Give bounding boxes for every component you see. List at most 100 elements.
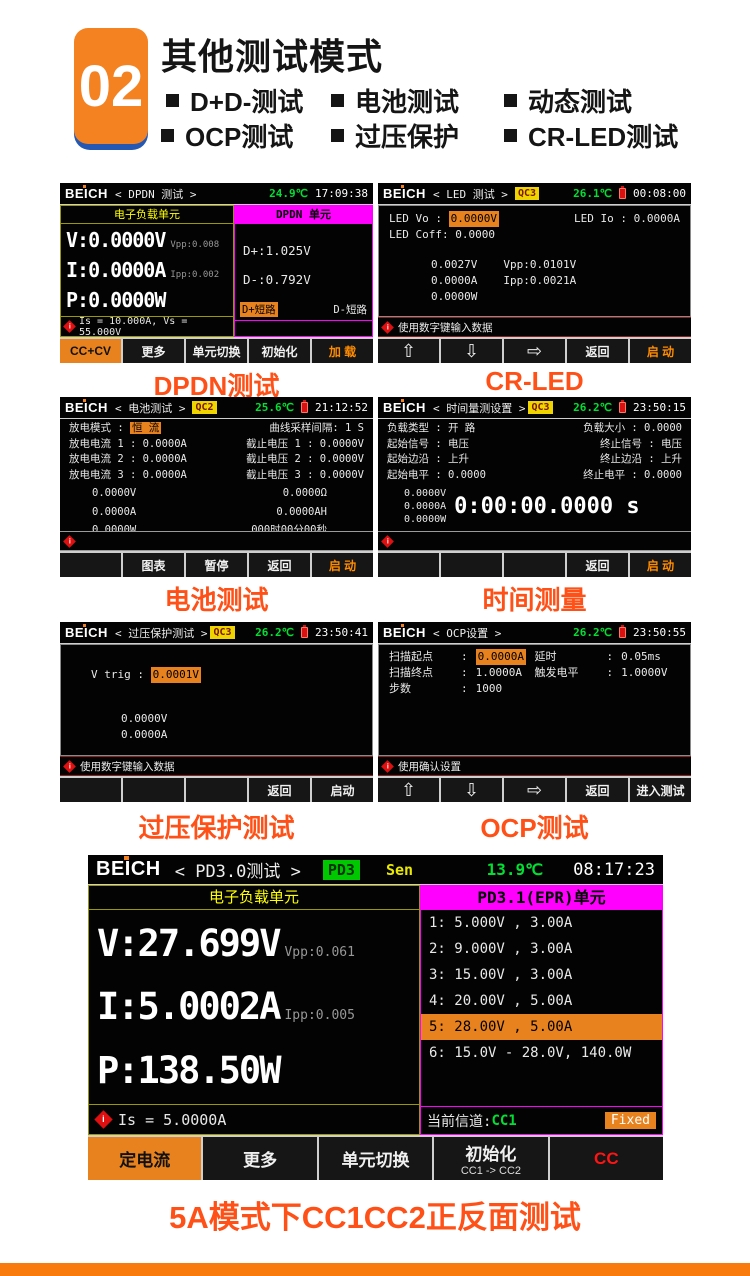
logo-dot-icon <box>401 399 404 402</box>
discharge-mode-value[interactable]: 恒 流 <box>129 422 162 434</box>
beich-logo: BEICH <box>65 624 108 640</box>
beich-logo: BEICH <box>96 856 161 881</box>
softkey-enter-test[interactable]: 进入测试 <box>630 778 691 802</box>
softkey-more[interactable]: 更多 <box>203 1137 317 1180</box>
dpdn-unit-panel-title: DPDN 单元 <box>235 206 372 224</box>
discharge-current-2: 放电电流 2 : 0.0000A <box>69 453 187 465</box>
bullet-label: 动态测试 <box>528 87 633 117</box>
sweep-start-label: 扫描起点 <box>389 650 433 663</box>
led-coff-readout: LED Coff: 0.0000 <box>389 228 495 241</box>
softkey-back[interactable]: 返回 <box>567 553 628 577</box>
timer-mini-readouts: 0.0000V 0.0000A 0.0000W <box>404 487 446 526</box>
alert-diamond-icon: i <box>381 534 394 548</box>
dpdn-header-bar: BEICH < DPDN 测试 > 24.9℃ 17:09:38 <box>60 183 373 205</box>
softkey-start[interactable]: 启 动 <box>312 553 373 577</box>
cutoff-voltage-2: 截止电压 2 : 0.0000V <box>246 453 364 465</box>
led-current: 0.0000A <box>431 274 478 287</box>
elapsed-time-readout: 0:00:00.0000 s <box>454 494 640 519</box>
meas-resistance: 0.0000Ω <box>282 487 327 499</box>
dminus-short-flag[interactable]: D-短路 <box>333 304 367 316</box>
beich-logo-text: BEICH <box>383 625 426 640</box>
softkey-init[interactable]: 初始化 <box>249 339 310 363</box>
softkey-load-on[interactable]: 加 载 <box>312 339 373 363</box>
dpdn-empty-strip <box>235 320 372 336</box>
load-status-text: Is = 10.000A, Vs = 55.000V <box>79 315 188 338</box>
softkey-blank <box>123 778 184 802</box>
bullet-crled-test: CR-LED测试 <box>504 117 678 154</box>
up-arrow-button[interactable]: ⇧ <box>378 339 439 363</box>
right-arrow-button[interactable]: ⇨ <box>504 339 565 363</box>
up-arrow-button[interactable]: ⇧ <box>378 778 439 802</box>
vtrig-value[interactable]: 0.0001V <box>150 667 201 683</box>
screen-nav-title: < 时间量测设置 > <box>432 401 526 415</box>
current-readout: I:0.0000A <box>66 258 166 282</box>
sweep-end-label: 扫描终点 <box>389 666 433 679</box>
softkey-cc-mode[interactable]: 定电流 <box>88 1137 202 1180</box>
colon: : <box>461 650 468 663</box>
battery-test-screen: BEICH < 电池测试 > QC2 25.6℃ 21:12:52 放电模式 :… <box>60 397 373 577</box>
dpdn-test-screen: BEICH < DPDN 测试 > 24.9℃ 17:09:38 电子负载单元 … <box>60 183 373 363</box>
caption-timer: 时间测量 <box>482 585 587 615</box>
bullet-square-icon <box>504 94 517 107</box>
pdo-list-item-5-selected[interactable]: 5: 28.00V , 5.00A <box>421 1014 662 1040</box>
pdo-list-item-6[interactable]: 6: 15.0V - 28.0V, 140.0W <box>429 1045 632 1061</box>
ovp-body: V trig : 0.0001V 0.0000V 0.0000A <box>60 644 373 756</box>
vip-readouts: V:0.0000V Vpp:0.008 I:0.0000A Ipp:0.002 P:… <box>61 224 233 316</box>
softkey-pause[interactable]: 暂停 <box>186 553 247 577</box>
down-arrow-button[interactable]: ⇩ <box>441 778 502 802</box>
softkey-back[interactable]: 返回 <box>567 778 628 802</box>
bullet-ovp-test: 过压保护 <box>331 117 459 154</box>
pdo-list-item-3[interactable]: 3: 15.00V , 3.00A <box>429 967 573 983</box>
softkey-chart[interactable]: 图表 <box>123 553 184 577</box>
softkey-unit-switch[interactable]: 单元切换 <box>186 339 247 363</box>
softkey-back[interactable]: 返回 <box>567 339 628 363</box>
down-arrow-button[interactable]: ⇩ <box>441 339 502 363</box>
softkey-init-cc1-cc2[interactable]: 初始化 CC1 -> CC2 <box>434 1137 548 1180</box>
pd-unit-panel: PD3.1(EPR)单元 1: 5.000V , 3.00A 2: 9.000V… <box>420 885 663 1135</box>
softkey-cc-cv[interactable]: CC+CV <box>60 339 121 363</box>
clock-readout: 00:08:00 <box>633 187 686 200</box>
dpdn-values: D+:1.025V D-:0.792V <box>235 224 372 302</box>
pdo-list-item-2[interactable]: 2: 9.000V , 3.00A <box>429 941 573 957</box>
softkey-start[interactable]: 启 动 <box>630 553 691 577</box>
led-vo-value[interactable]: 0.0000V <box>448 211 499 227</box>
battery-body: 放电模式 : 恒 流 曲线采样间隔: 1 S 放电电流 1 : 0.0000A 截… <box>60 419 373 531</box>
timer-header-bar: BEICH < 时间量测设置 > QC3 26.2℃ 23:50:15 <box>378 397 691 419</box>
ocp-status-bar: i 使用确认设置 <box>378 756 691 776</box>
led-status-bar: i 使用数字键输入数据 <box>378 317 691 337</box>
timer-power: 0.0000W <box>404 514 447 525</box>
alert-diamond-icon: i <box>63 534 76 548</box>
softkey-cc[interactable]: CC <box>549 1137 663 1180</box>
pdo-list-item-1[interactable]: 1: 5.000V , 3.00A <box>429 915 573 931</box>
load-size: 负载大小 : 0.0000 <box>583 422 682 434</box>
led-header-bar: BEICH < LED 测试 > QC3 26.1℃ 00:08:00 <box>378 183 691 205</box>
dplus-short-flag[interactable]: D+短路 <box>240 302 278 317</box>
softkey-blank <box>60 778 121 802</box>
softkey-start[interactable]: 启 动 <box>630 339 691 363</box>
softkey-back[interactable]: 返回 <box>249 778 310 802</box>
softkey-back[interactable]: 返回 <box>249 553 310 577</box>
ovp-softkeys: 返回 启动 <box>60 776 373 802</box>
ovp-test-screen: BEICH < 过压保护测试 > QC3 26.2℃ 23:50:41 V tr… <box>60 622 373 802</box>
right-arrow-button[interactable]: ⇨ <box>504 778 565 802</box>
beich-logo-text: BEICH <box>383 186 426 201</box>
ocp-status-text: 使用确认设置 <box>398 760 461 773</box>
bullet-label: 电池测试 <box>355 87 460 117</box>
softkey-unit-switch[interactable]: 单元切换 <box>318 1137 433 1180</box>
softkey-start[interactable]: 启动 <box>312 778 373 802</box>
ovp-status-text: 使用数字键输入数据 <box>80 760 175 773</box>
channel-value: CC1 <box>491 1112 517 1129</box>
ocp-setup-screen: BEICH < OCP设置 > 26.2℃ 23:50:55 扫描起点:0.00… <box>378 622 691 802</box>
sweep-start-value[interactable]: 0.0000A <box>475 649 526 665</box>
ipp-readout: Ipp:0.002 <box>170 270 220 280</box>
pd-body: 电子负载单元 V:27.699V Vpp:0.061 I:5.0002A Ipp:0… <box>88 885 663 1135</box>
current-readout: I:5.0002A <box>97 985 281 1029</box>
softkey-more[interactable]: 更多 <box>123 339 184 363</box>
load-unit-panel-title: 电子负载单元 <box>89 886 419 910</box>
pdo-list-item-4[interactable]: 4: 20.00V , 5.00A <box>429 993 573 1009</box>
ipp-readout: Ipp:0.005 <box>284 1008 355 1024</box>
timer-voltage: 0.0000V <box>404 488 447 499</box>
meas-power: 0.0000W <box>92 524 137 531</box>
dpdn-unit-panel: DPDN 单元 D+:1.025V D-:0.792V D+短路 D-短路 <box>234 205 373 337</box>
dplus-voltage: D+:1.025V <box>243 243 311 259</box>
